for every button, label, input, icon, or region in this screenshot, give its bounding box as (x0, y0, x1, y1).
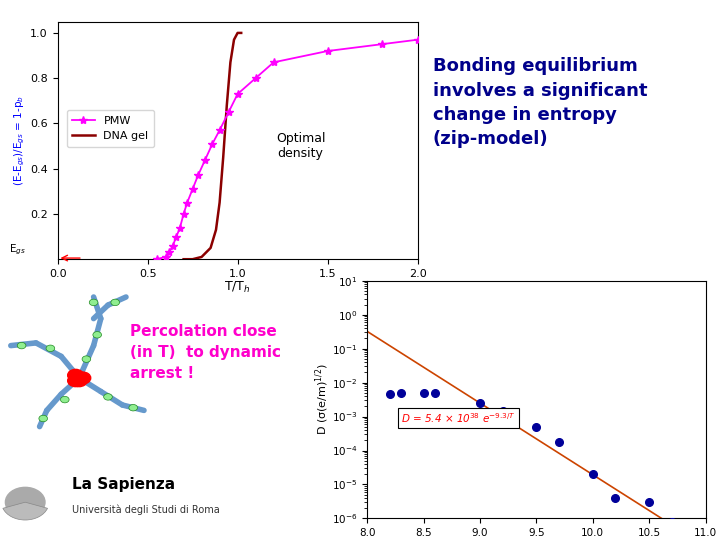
Circle shape (111, 299, 120, 306)
DNA gel (188, 256, 197, 262)
Circle shape (46, 345, 55, 352)
PMW (377, 41, 386, 48)
Line: DNA gel: DNA gel (184, 33, 241, 259)
DNA gel (206, 245, 215, 251)
DNA gel (230, 37, 238, 43)
Wedge shape (3, 502, 48, 520)
Circle shape (71, 375, 87, 387)
Text: Optimal
density: Optimal density (276, 132, 325, 160)
DNA gel (235, 30, 243, 36)
PMW (161, 254, 170, 260)
DNA gel (237, 30, 246, 36)
PMW (201, 157, 210, 163)
Circle shape (68, 375, 84, 387)
PMW (269, 59, 278, 65)
DNA gel (226, 59, 235, 65)
PMW (183, 199, 192, 206)
X-axis label: T/T$_h$: T/T$_h$ (225, 280, 251, 295)
Circle shape (39, 415, 48, 422)
Line: PMW: PMW (153, 36, 422, 264)
Circle shape (75, 372, 91, 384)
PMW (176, 224, 184, 231)
PMW (233, 91, 242, 97)
PMW (165, 249, 174, 255)
Text: Bonding equilibrium
involves a significant
change in entropy
(zip-model): Bonding equilibrium involves a significa… (433, 57, 647, 148)
Legend: PMW, DNA gel: PMW, DNA gel (67, 110, 154, 147)
PMW (179, 211, 188, 217)
Text: Percolation close
(in T)  to dynamic
arrest !: Percolation close (in T) to dynamic arre… (130, 324, 281, 381)
PMW (413, 37, 422, 43)
DNA gel (222, 102, 231, 109)
DNA gel (215, 199, 224, 206)
Circle shape (104, 394, 112, 400)
PMW (251, 75, 260, 82)
Text: E$_{gs}$: E$_{gs}$ (9, 242, 26, 257)
PMW (168, 242, 177, 249)
Circle shape (93, 332, 102, 338)
Circle shape (68, 369, 84, 381)
PMW (172, 233, 181, 240)
Text: D = 5.4 × 10$^{38}$ e$^{-9.3/T}$: D = 5.4 × 10$^{38}$ e$^{-9.3/T}$ (401, 411, 516, 426)
DNA gel (219, 154, 228, 160)
DNA gel (233, 30, 242, 36)
Circle shape (82, 356, 91, 362)
PMW (224, 109, 233, 116)
PMW (323, 48, 332, 54)
PMW (215, 127, 224, 133)
Circle shape (60, 396, 69, 403)
PMW (208, 140, 217, 147)
PMW (188, 186, 197, 192)
DNA gel (212, 227, 220, 233)
PMW (153, 256, 161, 262)
Circle shape (129, 404, 138, 411)
Circle shape (89, 299, 98, 306)
Circle shape (6, 487, 45, 517)
Circle shape (17, 342, 26, 349)
DNA gel (179, 256, 188, 262)
Y-axis label: D (σ(e/m)$^{1/2}$): D (σ(e/m)$^{1/2}$) (313, 364, 330, 435)
Y-axis label: (E-E$_{gs}$)/E$_{gs}$ = 1-p$_b$: (E-E$_{gs}$)/E$_{gs}$ = 1-p$_b$ (13, 95, 27, 186)
Text: Università degli Studi di Roma: Università degli Studi di Roma (72, 504, 220, 515)
PMW (194, 172, 202, 179)
DNA gel (197, 254, 206, 260)
Text: La Sapienza: La Sapienza (72, 477, 175, 492)
